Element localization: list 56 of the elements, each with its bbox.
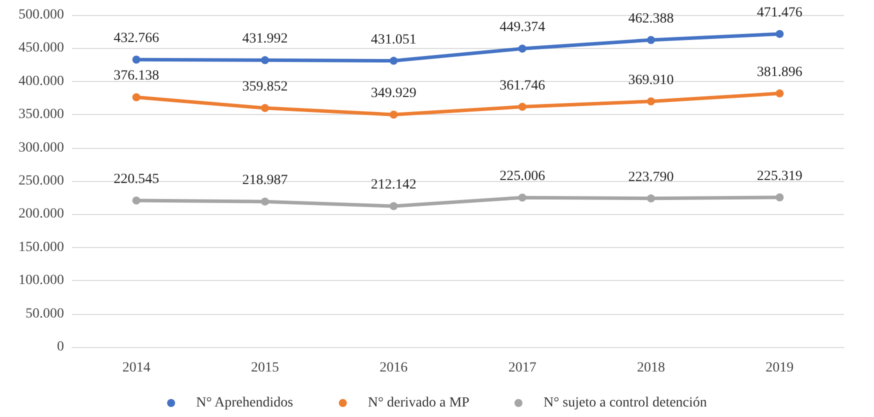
point bbox=[518, 102, 526, 111]
point bbox=[647, 36, 655, 44]
point bbox=[647, 194, 655, 202]
point bbox=[261, 104, 269, 112]
data-label: 462.388 bbox=[628, 11, 674, 26]
y-tick-label: 0 bbox=[57, 340, 64, 354]
y-tick-label: 500.000 bbox=[18, 8, 64, 22]
data-label: 212.142 bbox=[370, 178, 416, 193]
point bbox=[261, 56, 269, 64]
legend-label: N° derivado a MP bbox=[368, 396, 470, 410]
point bbox=[647, 97, 655, 106]
point bbox=[390, 202, 398, 210]
y-tick-label: 450.000 bbox=[18, 40, 64, 56]
data-label: 361.746 bbox=[500, 78, 546, 94]
point bbox=[390, 56, 398, 65]
data-label: 225.006 bbox=[500, 169, 546, 184]
data-label: 220.545 bbox=[114, 172, 160, 188]
point bbox=[776, 30, 784, 38]
x-tick-label: 2017 bbox=[508, 360, 536, 376]
legend-label: N° sujeto a control detención bbox=[543, 396, 707, 410]
point bbox=[776, 193, 784, 202]
data-label: 218.987 bbox=[242, 173, 288, 188]
data-label: 449.374 bbox=[500, 20, 546, 36]
y-tick-label: 150.000 bbox=[18, 240, 64, 255]
data-label: 431.051 bbox=[370, 32, 416, 48]
x-tick-label: 2015 bbox=[251, 360, 279, 376]
point bbox=[518, 194, 526, 202]
point bbox=[261, 198, 269, 206]
data-label: 432.766 bbox=[114, 31, 160, 46]
data-label: 381.896 bbox=[756, 64, 802, 80]
point bbox=[132, 196, 140, 205]
x-tick-label: 2014 bbox=[122, 360, 150, 376]
y-tick-label: 200.000 bbox=[18, 206, 64, 222]
point bbox=[390, 110, 398, 119]
y-tick-label: 350.000 bbox=[18, 107, 64, 122]
data-label: 349.929 bbox=[370, 86, 416, 102]
y-tick-label: 400.000 bbox=[18, 74, 64, 89]
x-tick-label: 2018 bbox=[637, 360, 665, 376]
y-tick-label: 50.000 bbox=[26, 306, 64, 322]
y-tick-label: 300.000 bbox=[18, 140, 64, 156]
point bbox=[776, 89, 784, 98]
y-tick-label: 100.000 bbox=[18, 273, 64, 288]
data-label: 359.852 bbox=[242, 80, 288, 95]
legend-label: N° Aprehendidos bbox=[196, 396, 294, 410]
data-label: 431.992 bbox=[242, 32, 288, 47]
data-label: 369.910 bbox=[628, 72, 674, 88]
point bbox=[132, 56, 140, 64]
x-tick-label: 2016 bbox=[380, 360, 408, 376]
data-label: 225.319 bbox=[756, 168, 802, 184]
data-label: 376.138 bbox=[114, 68, 160, 84]
data-label: 223.790 bbox=[628, 170, 674, 185]
x-tick-label: 2019 bbox=[766, 360, 794, 376]
y-tick-label: 250.000 bbox=[18, 174, 64, 188]
data-label: 471.476 bbox=[756, 5, 802, 20]
point bbox=[518, 44, 526, 53]
point bbox=[132, 93, 140, 102]
